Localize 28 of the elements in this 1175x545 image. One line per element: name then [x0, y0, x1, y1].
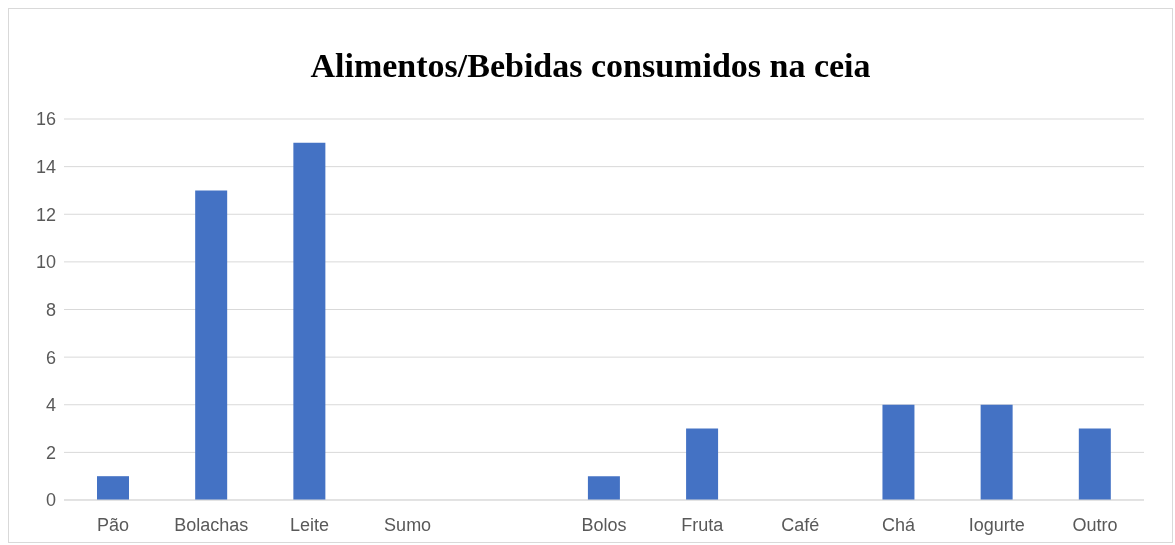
x-tick-label: Leite — [289, 514, 329, 535]
y-tick-label: 8 — [45, 299, 56, 320]
bar — [587, 476, 620, 500]
y-tick-label: 2 — [45, 442, 56, 463]
bar — [293, 142, 326, 500]
bar — [97, 476, 129, 500]
x-tick-label: Fruta — [681, 514, 725, 535]
bar — [686, 428, 719, 500]
x-tick-label: Bolos — [581, 514, 627, 535]
bar — [195, 190, 228, 500]
y-tick-label: 4 — [45, 395, 56, 416]
bar — [882, 404, 915, 500]
y-tick-label: 6 — [45, 347, 56, 368]
x-tick-label: Sumo — [384, 514, 432, 535]
x-tick-label: Chá — [882, 514, 917, 535]
x-tick-label: Bolachas — [174, 514, 249, 535]
bar — [1078, 428, 1111, 500]
x-tick-label: Outro — [1072, 514, 1118, 535]
y-tick-label: 12 — [35, 204, 56, 225]
chart-title: Alimentos/Bebidas consumidos na ceia — [309, 47, 872, 85]
bar — [980, 404, 1013, 500]
x-tick-label: Café — [781, 514, 820, 535]
y-tick-label: 14 — [35, 157, 56, 178]
x-tick-label: Iogurte — [968, 514, 1025, 535]
y-tick-label: 16 — [35, 109, 56, 130]
x-tick-label: Pão — [97, 514, 130, 535]
y-tick-label: 10 — [35, 252, 56, 273]
y-tick-label: 0 — [45, 490, 56, 511]
